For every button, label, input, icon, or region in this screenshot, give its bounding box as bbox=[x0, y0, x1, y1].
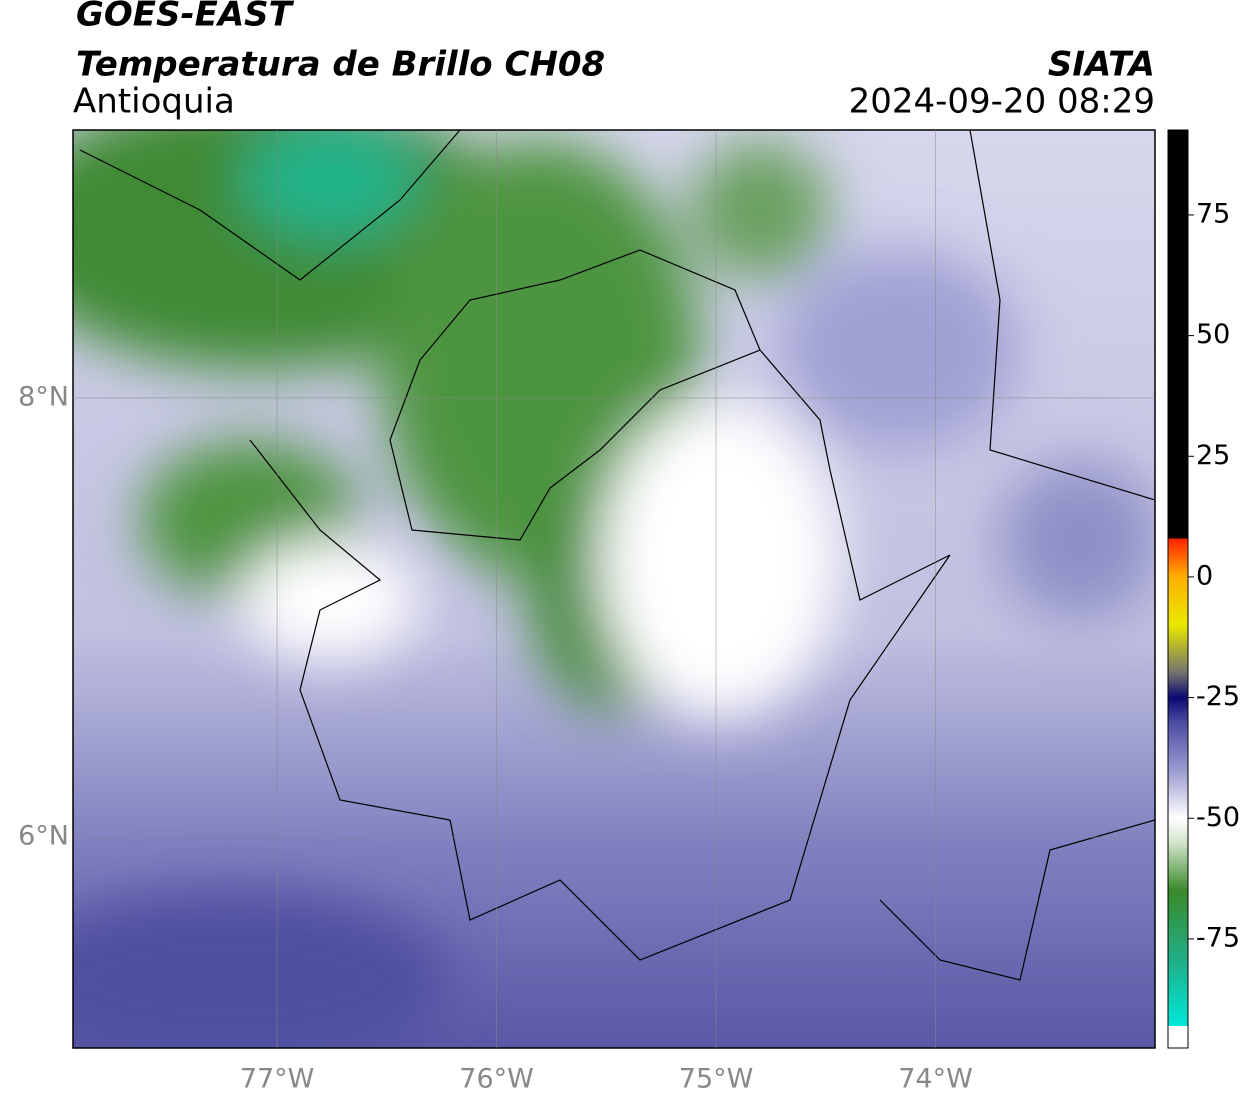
colorbar-tick-label: 0 bbox=[1196, 560, 1213, 591]
subtitle: Temperatura de Brillo CH08 bbox=[76, 45, 605, 85]
x-tick-label: 74°W bbox=[898, 1064, 973, 1095]
coastline bbox=[79, 130, 1155, 981]
datetime: 2024-09-20 08:29 bbox=[849, 82, 1155, 122]
x-tick-label: 76°W bbox=[459, 1064, 534, 1095]
colorbar bbox=[1167, 129, 1189, 1049]
colorbar-tick-label: -25 bbox=[1196, 681, 1240, 712]
title: GOES-EAST bbox=[76, 0, 295, 35]
x-tick-label: 75°W bbox=[679, 1064, 754, 1095]
colorbar-tick-label: 25 bbox=[1196, 440, 1230, 471]
y-tick-label: 8°N bbox=[18, 381, 69, 412]
region: Antioquia bbox=[73, 82, 235, 122]
colorbar-tick-label: -75 bbox=[1196, 922, 1240, 953]
y-tick-label: 6°N bbox=[18, 821, 69, 852]
map-frame bbox=[72, 129, 1156, 1049]
colorbar-tick-label: 50 bbox=[1196, 319, 1230, 350]
x-tick-label: 77°W bbox=[240, 1064, 315, 1095]
colorbar-tick-label: 75 bbox=[1196, 198, 1230, 229]
boundaries bbox=[249, 249, 951, 961]
source: SIATA bbox=[1048, 45, 1155, 85]
colorbar-tick-label: -50 bbox=[1196, 802, 1240, 833]
satellite-image bbox=[73, 130, 1155, 1048]
